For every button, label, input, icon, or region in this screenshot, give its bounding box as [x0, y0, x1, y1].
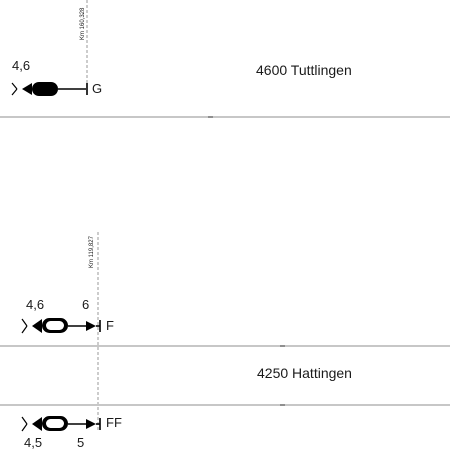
track-marker — [280, 345, 285, 347]
signal-letter-f: F — [106, 318, 114, 333]
speed-label-g: 4,6 — [12, 58, 31, 73]
km-label-hattingen: Km 119,827 — [89, 236, 95, 268]
track-hattingen-upper — [0, 345, 450, 347]
station-name-tuttlingen: 4600 Tuttlingen — [256, 62, 352, 78]
speed-label-f: 4,6 — [26, 297, 45, 312]
speed-label-ff: 4,5 — [24, 435, 43, 450]
signal-g-icon — [11, 82, 88, 96]
signal-letter-g: G — [92, 81, 103, 96]
track-marker — [208, 116, 213, 118]
speed-label-ff-2: 5 — [77, 435, 85, 450]
km-line-tuttlingen — [86, 0, 88, 93]
signal-letter-ff: FF — [106, 415, 122, 430]
signal-ff-icon — [21, 416, 101, 432]
track-tuttlingen — [0, 116, 450, 118]
station-name-hattingen: 4250 Hattingen — [257, 365, 352, 381]
track-marker — [280, 404, 285, 406]
signal-f-icon — [21, 318, 101, 334]
track-hattingen-lower — [0, 404, 450, 406]
km-line-hattingen — [97, 232, 99, 430]
speed-label-f-2: 6 — [82, 297, 90, 312]
